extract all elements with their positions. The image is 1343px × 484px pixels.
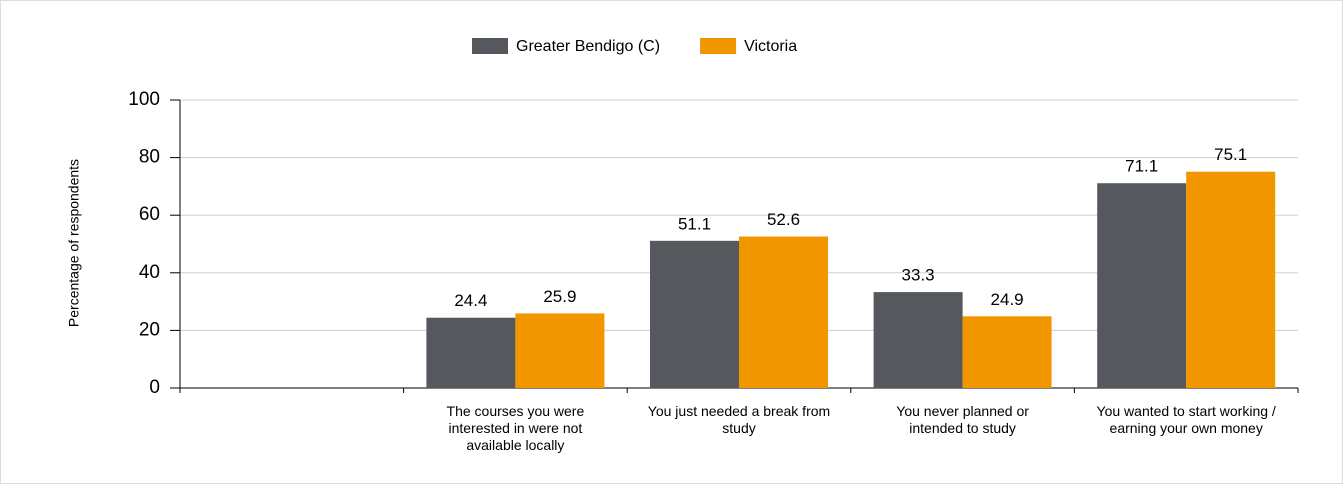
legend-swatch bbox=[472, 38, 508, 54]
x-tick-label: You never planned or intended to study bbox=[896, 403, 1029, 436]
value-label: 25.9 bbox=[543, 287, 576, 306]
value-label: 75.1 bbox=[1214, 145, 1247, 164]
y-tick-label: 0 bbox=[149, 377, 160, 398]
y-axis-title: Percentage of respondents bbox=[66, 159, 82, 327]
legend-label: Victoria bbox=[744, 38, 797, 55]
bar bbox=[873, 292, 963, 388]
x-tick-label: You just needed a break from study bbox=[647, 403, 831, 436]
value-label: 33.3 bbox=[902, 266, 935, 285]
value-label: 24.4 bbox=[454, 291, 487, 310]
legend-swatch bbox=[700, 38, 737, 54]
bar bbox=[739, 236, 828, 388]
value-label: 71.1 bbox=[1125, 157, 1158, 176]
x-tick-label: You wanted to start working / earning yo… bbox=[1096, 403, 1276, 436]
bar bbox=[515, 313, 605, 388]
y-tick-label: 60 bbox=[139, 204, 160, 225]
y-tick-label: 80 bbox=[139, 147, 160, 168]
bar bbox=[1097, 183, 1187, 388]
value-label: 24.9 bbox=[991, 290, 1024, 309]
x-tick-label: The courses you were interested in were … bbox=[446, 403, 585, 453]
y-tick-label: 100 bbox=[128, 89, 160, 110]
value-label: 51.1 bbox=[678, 214, 711, 233]
y-tick-label: 40 bbox=[139, 262, 160, 283]
legend-label: Greater Bendigo (C) bbox=[516, 38, 660, 55]
bar bbox=[650, 240, 739, 388]
value-label: 52.6 bbox=[767, 210, 800, 229]
bar bbox=[426, 317, 516, 388]
bar bbox=[1186, 171, 1276, 388]
y-tick-label: 20 bbox=[139, 319, 160, 340]
bar bbox=[962, 316, 1052, 388]
